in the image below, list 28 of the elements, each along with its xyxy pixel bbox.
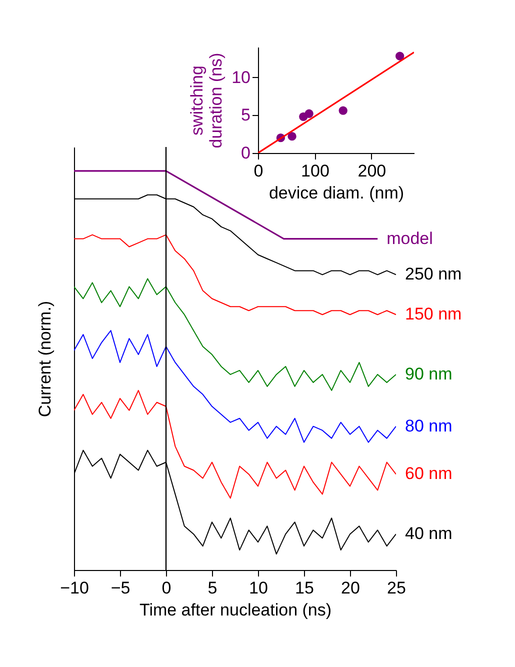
series-label: 250 nm (405, 264, 462, 284)
x-tick-label: 200 (358, 162, 386, 180)
y-axis-title: Current (norm.) (36, 300, 54, 418)
y-tick-label: 0 (241, 144, 250, 162)
series-label: 80 nm (405, 416, 452, 436)
x-tick-label: −10 (60, 578, 89, 598)
x-tick-label: 5 (208, 578, 218, 598)
series-label: 60 nm (405, 464, 452, 484)
x-tick-label: 0 (162, 578, 172, 598)
y-tick-label: 5 (241, 106, 250, 125)
series-label: 40 nm (405, 524, 452, 544)
point (304, 109, 314, 118)
series-label: 150 nm (405, 304, 462, 324)
x-tick-label: 20 (341, 578, 360, 598)
x-tick-label: 15 (295, 578, 314, 598)
y-axis-title: switching duration (ns) (188, 52, 226, 148)
y-tick-label: 10 (232, 68, 250, 87)
point (288, 132, 296, 141)
point (395, 52, 404, 60)
series-label: 90 nm (405, 364, 452, 384)
x-tick-label: 100 (301, 162, 330, 180)
x-tick-label: 0 (254, 162, 264, 180)
x-axis-title: device diam. (nm) (268, 184, 404, 202)
x-axis-title: Time after nucleation (ns) (139, 600, 332, 620)
x-tick-label: 25 (387, 578, 406, 598)
series-label: model (386, 228, 433, 248)
point (338, 106, 348, 115)
x-tick-label: −5 (110, 578, 130, 598)
